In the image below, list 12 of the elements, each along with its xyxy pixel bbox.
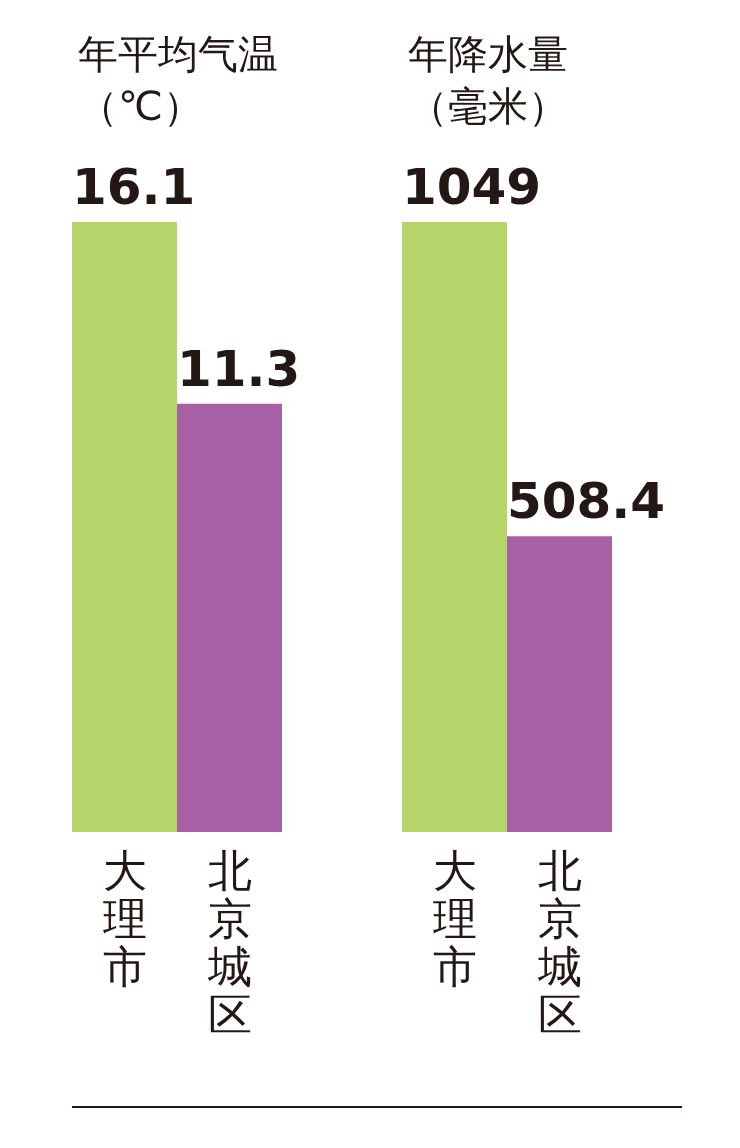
x-tick-label: 北京城区 bbox=[536, 845, 582, 1040]
x-tick-label: 大理市 bbox=[102, 845, 147, 992]
x-tick-label: 大理市 bbox=[432, 845, 477, 992]
data-label: 11.3 bbox=[177, 339, 301, 398]
data-label: 1049 bbox=[402, 158, 542, 216]
data-label: 508.4 bbox=[507, 472, 666, 531]
chart-subtitle: （毫米） bbox=[408, 82, 569, 131]
chart-subtitle: （℃） bbox=[78, 82, 204, 131]
chart-title: 年降水量 bbox=[408, 30, 569, 79]
x-tick-label: 北京城区 bbox=[206, 845, 252, 1040]
chart-title: 年平均气温 bbox=[78, 30, 279, 79]
data-label: 16.1 bbox=[72, 158, 196, 216]
